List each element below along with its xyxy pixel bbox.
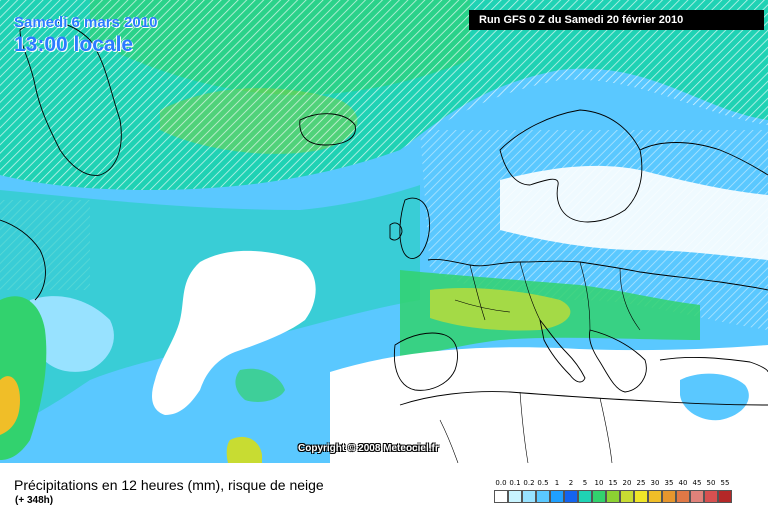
color-scale-label: 15 (608, 479, 618, 487)
color-scale-label: 0.0 (495, 479, 507, 487)
map-legend-title: Précipitations en 12 heures (mm), risque… (14, 477, 324, 493)
color-swatch (522, 490, 536, 503)
color-scale-label: 20 (622, 479, 632, 487)
color-scale-label: 35 (664, 479, 674, 487)
color-swatch (690, 490, 704, 503)
color-scale-label: 40 (678, 479, 688, 487)
model-run-label: Run GFS 0 Z du Samedi 20 février 2010 (469, 10, 764, 30)
color-scale-label: 25 (636, 479, 646, 487)
color-swatch (606, 490, 620, 503)
color-scale-label: 5 (582, 479, 588, 487)
color-swatch (704, 490, 718, 503)
color-swatch (578, 490, 592, 503)
color-scale-label: 55 (720, 479, 730, 487)
color-swatch (718, 490, 732, 503)
color-swatch (620, 490, 634, 503)
color-swatch (494, 490, 508, 503)
forecast-offset: (+ 348h) (15, 495, 54, 506)
color-swatch (648, 490, 662, 503)
legend-footer (0, 463, 768, 512)
forecast-date: Samedi 6 mars 2010 (14, 14, 158, 31)
color-swatch (592, 490, 606, 503)
color-swatch (550, 490, 564, 503)
color-scale-label: 0.2 (523, 479, 535, 487)
color-scale-label: 50 (706, 479, 716, 487)
forecast-time: 13:00 locale (14, 33, 134, 56)
color-scale-label: 2 (568, 479, 574, 487)
color-scale-label: 1 (554, 479, 560, 487)
color-scale-labels: 0.0 0.1 0.2 0.5 1 2 5 10 15 20 25 30 35 40 45 50 55 (494, 479, 746, 489)
precipitation-map (0, 0, 768, 463)
color-swatch (508, 490, 522, 503)
color-swatch (662, 490, 676, 503)
color-scale-label: 45 (692, 479, 702, 487)
color-scale-swatches (494, 490, 732, 504)
color-scale-label: 30 (650, 479, 660, 487)
color-scale-label: 0.5 (537, 479, 549, 487)
color-swatch (564, 490, 578, 503)
copyright-notice: Copyright © 2008 Meteociel.fr (298, 443, 439, 454)
color-scale-label: 10 (594, 479, 604, 487)
color-swatch (676, 490, 690, 503)
color-swatch (536, 490, 550, 503)
color-swatch (634, 490, 648, 503)
color-scale-label: 0.1 (509, 479, 521, 487)
